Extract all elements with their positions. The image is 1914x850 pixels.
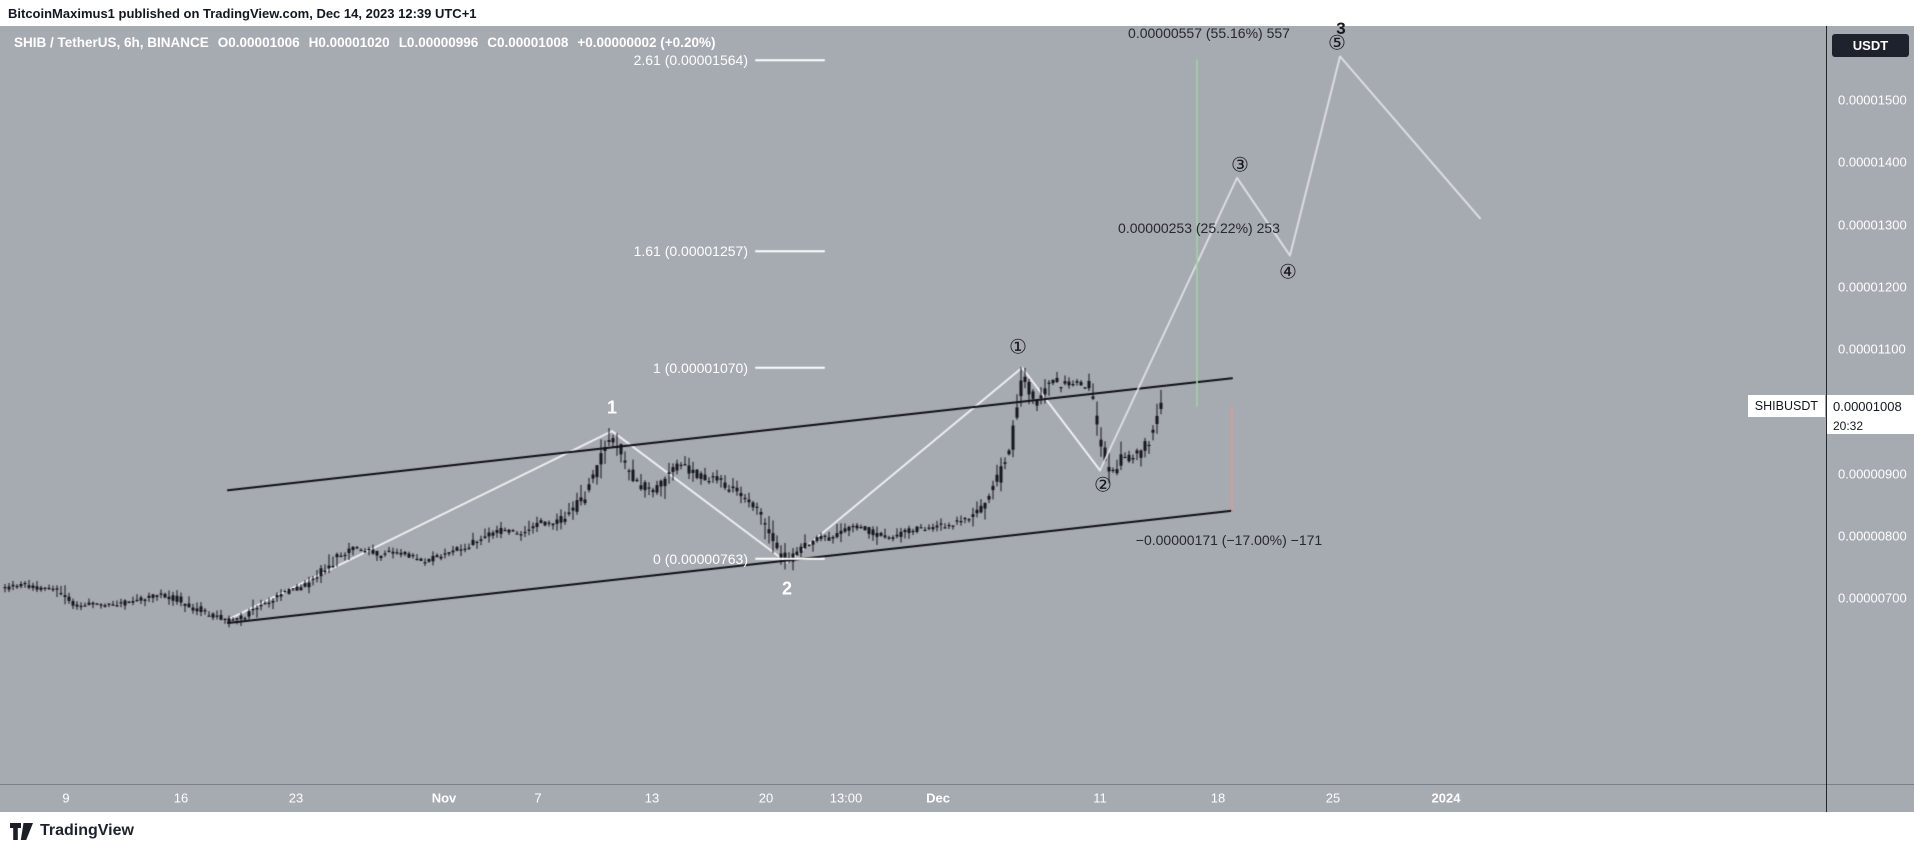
- price-label-box: 0.00001008 20:32: [1827, 395, 1914, 435]
- price-axis-tick: 0.00000700: [1838, 590, 1907, 606]
- countdown-timer: 20:32: [1833, 418, 1864, 433]
- fib-level-label: 2.61 (0.00001564): [633, 52, 748, 69]
- tradingview-logo-icon: [10, 822, 33, 840]
- fib-level-label: 1 (0.00001070): [653, 359, 748, 376]
- time-axis-label: 18: [1210, 790, 1226, 806]
- last-price-label: 0.00001008: [1833, 398, 1902, 414]
- attribution-text: BitcoinMaximus1 published on TradingView…: [8, 5, 477, 21]
- time-axis-label: 20: [758, 790, 774, 806]
- time-axis-label: 9: [62, 790, 70, 806]
- time-axis-label: Nov: [431, 790, 457, 806]
- attribution-bar: BitcoinMaximus1 published on TradingView…: [0, 0, 1914, 26]
- elliott-wave-label: ④: [1279, 261, 1297, 284]
- time-axis-label: 23: [288, 790, 304, 806]
- time-axis-separator: [0, 784, 1914, 785]
- symbol-title: SHIB / TetherUS, 6h, BINANCE: [14, 35, 209, 50]
- time-axis-label: 2024: [1431, 790, 1461, 806]
- time-axis-label: 13: [644, 790, 660, 806]
- time-axis-label: 11: [1093, 790, 1107, 806]
- price-axis-tick: 0.00000900: [1838, 466, 1907, 481]
- elliott-wave-label: 3: [1336, 19, 1346, 38]
- ohlc-high: H0.00001020: [308, 35, 390, 50]
- time-axis-label: 13:00: [829, 790, 863, 806]
- price-axis-tick: 0.00001200: [1838, 279, 1907, 295]
- measurement-label: −0.00000171 (−17.00%) −171: [1135, 532, 1323, 548]
- time-axis-label: 7: [534, 790, 542, 806]
- ohlc-header: SHIB / TetherUS, 6h, BINANCE O0.00001006…: [14, 35, 715, 50]
- tradingview-brand-text: TradingView: [40, 822, 134, 839]
- time-axis-label: Dec: [926, 790, 950, 806]
- price-axis-tick: 0.00001400: [1838, 154, 1907, 170]
- elliott-wave-label: ②: [1094, 474, 1112, 497]
- time-axis-label: 16: [173, 790, 189, 806]
- symbol-price-tag: SHIBUSDT: [1747, 395, 1825, 418]
- chart-region: SHIB / TetherUS, 6h, BINANCE O0.00001006…: [0, 19, 1914, 812]
- price-axis-tick: 0.00000800: [1838, 528, 1907, 544]
- ohlc-low: L0.00000996: [398, 35, 479, 50]
- price-axis-tick: 0.00001100: [1838, 341, 1906, 357]
- fib-level-label: 0 (0.00000763): [653, 550, 748, 567]
- elliott-wave-label: 2: [781, 578, 793, 599]
- elliott-wave-label: ⑤: [1328, 32, 1346, 55]
- measurement-label: 0.00000557 (55.16%) 557: [1128, 25, 1290, 41]
- elliott-wave-label: ③: [1231, 154, 1249, 177]
- price-axis-separator: [1826, 26, 1827, 812]
- footer-bar: TradingView: [0, 812, 1914, 850]
- elliott-wave-label: ①: [1009, 336, 1027, 359]
- currency-badge: USDT: [1832, 34, 1909, 57]
- price-chart-canvas: [0, 26, 1826, 812]
- ohlc-open: O0.00001006: [217, 35, 300, 50]
- ohlc-close: C0.00001008: [487, 35, 569, 50]
- elliott-wave-label: 1: [606, 397, 618, 418]
- time-axis-label: 25: [1325, 790, 1341, 806]
- price-axis-tick: 0.00001300: [1838, 217, 1907, 232]
- fib-level-label: 1.61 (0.00001257): [633, 243, 748, 260]
- price-axis-tick: 0.00001500: [1838, 92, 1907, 108]
- measurement-label: 0.00000253 (25.22%) 253: [1118, 220, 1280, 236]
- ohlc-change: +0.00000002 (+0.20%): [577, 35, 716, 50]
